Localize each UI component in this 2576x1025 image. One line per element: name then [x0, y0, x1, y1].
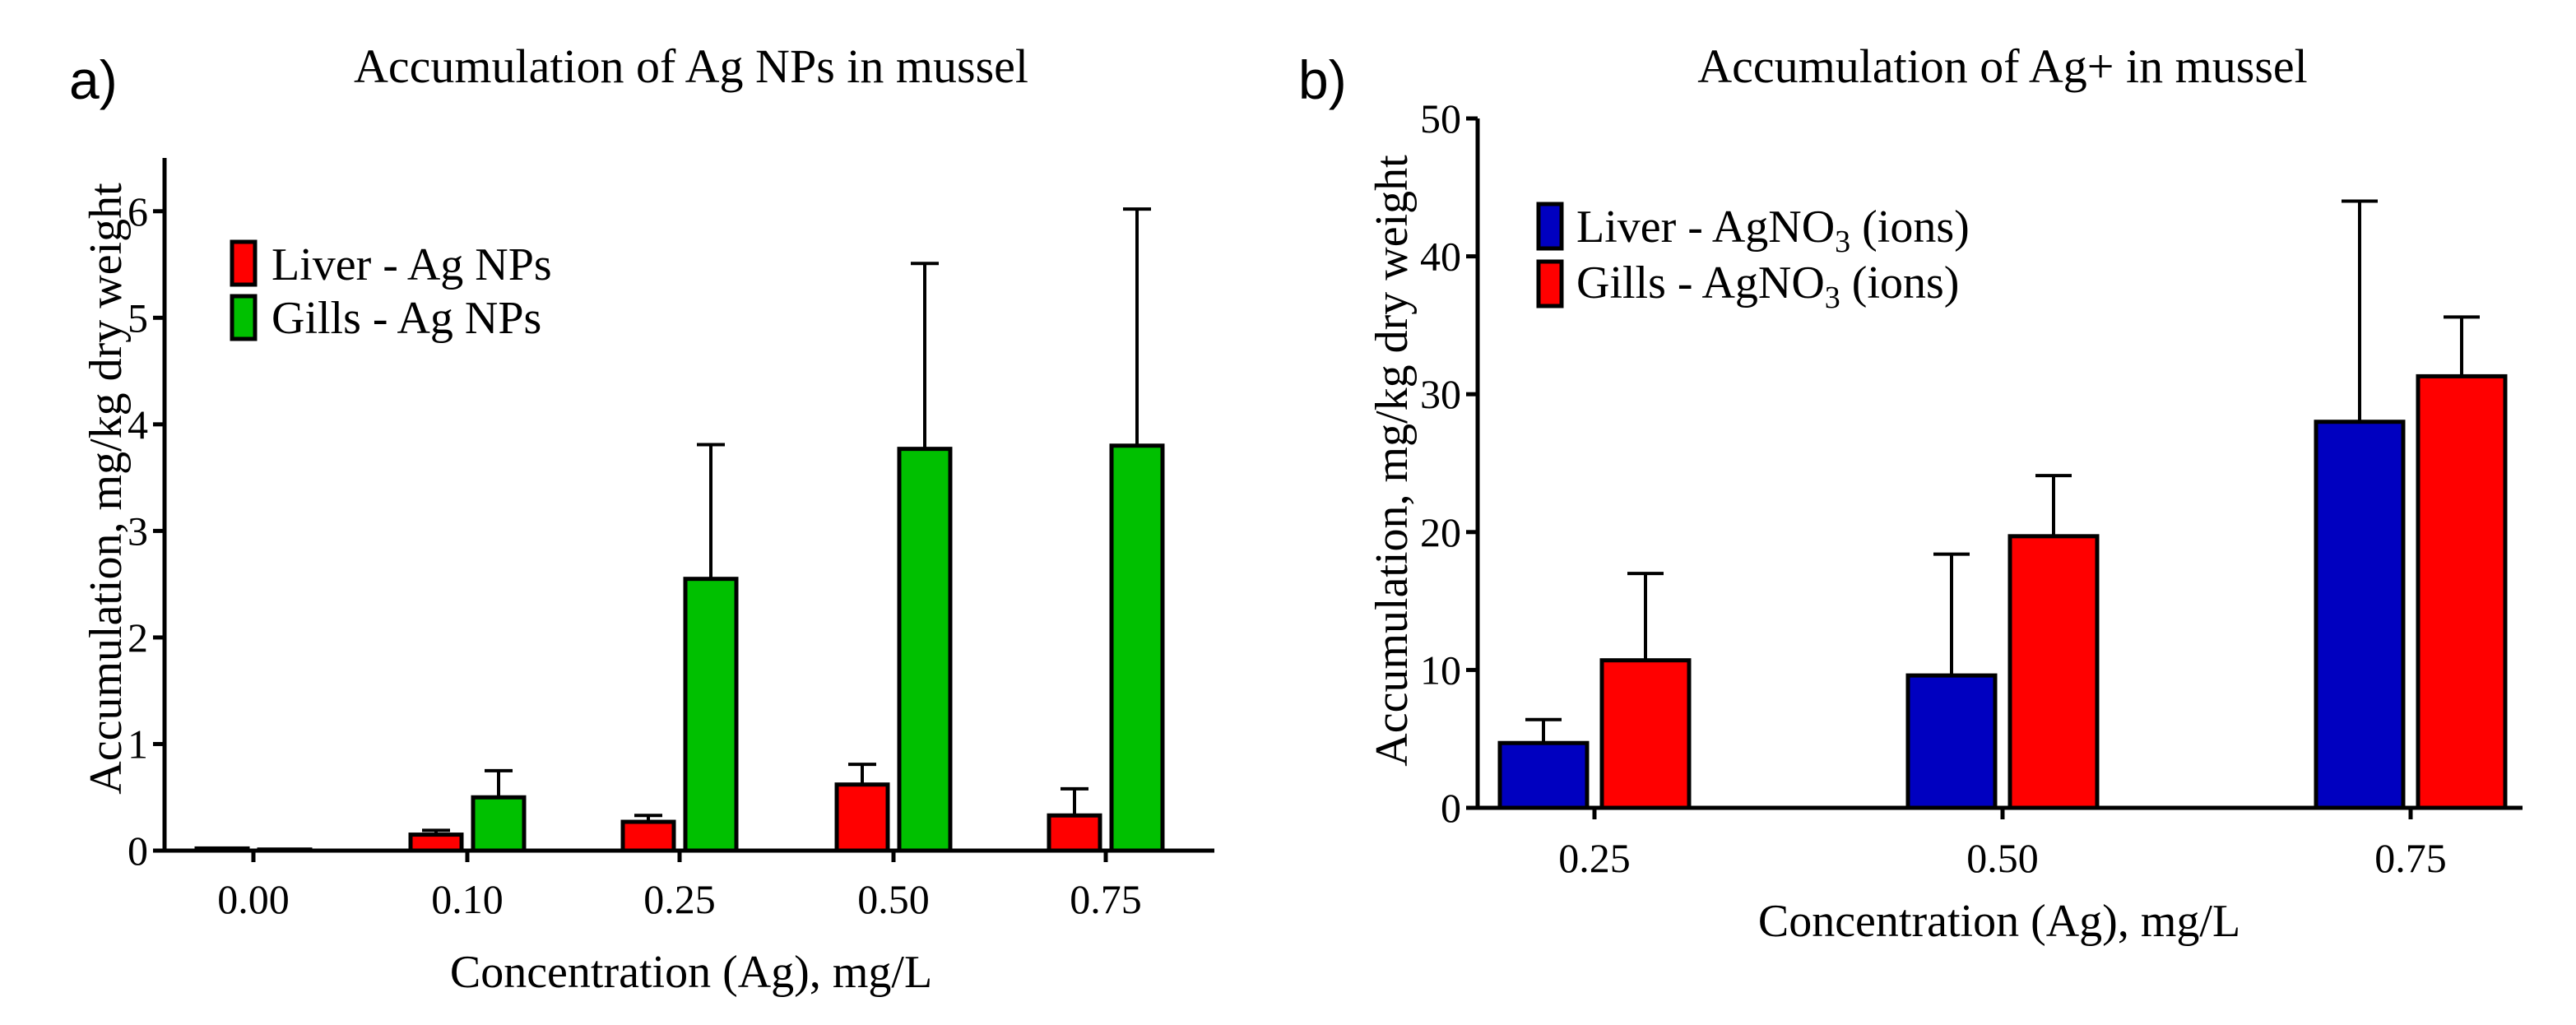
panel-b-bar-gills-agno3-0-25: [1599, 658, 1692, 810]
panel-a-x-tick-label-0-50: 0.50: [857, 876, 930, 922]
panel-a-y-tick-label-0: 0: [128, 828, 148, 874]
panel-a-y-axis-label: Accumulation, mg/kg dry weight: [81, 183, 132, 795]
panel-a-x-tick-label-0-10: 0.10: [431, 876, 504, 922]
panel-a-legend: Liver - Ag NPs Gills - Ag NPs: [230, 239, 552, 344]
legend-label-liver-agno3-suffix: (ions): [1850, 202, 1970, 253]
legend-swatch-gills-agno3: [1536, 259, 1564, 308]
panel-b-bar-liver-agno3-0-50: [1905, 673, 1998, 810]
panel-b-y-axis-label: Accumulation, mg/kg dry weight: [1367, 155, 1418, 767]
panel-b-error-bar-gills-agno3-0-75: [2444, 315, 2480, 377]
panel-b-legend: Liver - AgNO3 (ions) Gills - AgNO3 (ions…: [1536, 202, 1970, 315]
panel-a-y-ticks: 0 1 2 3 4 5 6: [128, 188, 165, 874]
panel-b-y-tick-label-40: 40: [1420, 234, 1461, 280]
panel-a-y-tick-label-2: 2: [128, 615, 148, 661]
panel-a-title: Accumulation of Ag NPs in mussel: [354, 39, 1028, 93]
panel-b-y-ticks: 0 10 20 30 40 50: [1420, 95, 1478, 831]
panel-a-y-tick-label-5: 5: [128, 295, 148, 341]
panel-a-x-tick-label-0-25: 0.25: [643, 876, 716, 922]
panel-a-x-tick-label-0-75: 0.75: [1070, 876, 1142, 922]
panel-a-x-ticks: 0.00 0.10 0.25 0.50 0.75: [217, 851, 1142, 922]
panel-a-label: a): [69, 49, 118, 110]
panel-b-label: b): [1298, 49, 1347, 110]
panel-b-bar-liver-agno3-0-25: [1497, 740, 1590, 810]
panel-a-error-bar-gills-ag-nps-0-25: [697, 443, 725, 579]
legend-label-gills-ag-nps: Gills - Ag NPs: [272, 293, 541, 344]
panel-a-error-bar-liver-ag-nps-0-50: [848, 763, 876, 785]
legend-swatch-liver-ag-nps: [230, 239, 258, 287]
panel-a-y-tick-label-6: 6: [128, 188, 148, 234]
legend-label-gills-agno3-suffix: (ions): [1840, 257, 1960, 308]
panel-b-bar-gills-agno3-0-50: [2007, 534, 2100, 810]
panel-a-bar-gills-ag-nps-0-00: [257, 847, 313, 853]
panel-a-bar-liver-ag-nps-0-10: [408, 833, 464, 853]
panel-a-y-tick-label-4: 4: [128, 401, 148, 448]
panel-a-error-bar-gills-ag-nps-0-10: [485, 768, 513, 798]
panel-b-bar-gills-agno3-0-75: [2416, 373, 2508, 810]
panel-a-error-bar-liver-ag-nps-0-25: [634, 814, 662, 823]
panel-b-y-tick-label-10: 10: [1420, 647, 1461, 693]
legend-label-liver-agno3: Liver - AgNO3 (ions): [1576, 202, 1970, 259]
panel-a-bar-liver-ag-nps-0-25: [620, 819, 676, 853]
panel-b: b) Accumulation of Ag+ in mussel Accumul…: [1298, 39, 2523, 947]
panel-a-error-bar-liver-ag-nps-0-75: [1061, 786, 1088, 816]
legend-label-liver-agno3-main: Liver - AgNO: [1576, 202, 1835, 253]
panel-b-y-tick-label-20: 20: [1420, 509, 1461, 555]
panel-b-x-axis-label: Concentration (Ag), mg/L: [1758, 896, 2240, 947]
panel-b-error-bar-gills-agno3-0-50: [2035, 474, 2072, 536]
panel-a-bar-gills-ag-nps-0-50: [897, 447, 953, 853]
panel-a-x-tick-label-0-00: 0.00: [217, 876, 290, 922]
panel-b-bars: [1497, 373, 2508, 810]
panel-b-x-tick-label-0-25: 0.25: [1558, 835, 1631, 881]
panel-b-bar-liver-agno3-0-75: [2314, 420, 2406, 810]
legend-label-gills-agno3: Gills - AgNO3 (ions): [1576, 257, 1959, 315]
panel-a-error-bar-gills-ag-nps-0-75: [1123, 207, 1151, 446]
panel-b-x-ticks: 0.25 0.50 0.75: [1558, 808, 2447, 881]
legend-label-gills-agno3-main: Gills - AgNO: [1576, 257, 1825, 308]
panel-b-error-bars: [1525, 199, 2480, 744]
panel-a-bar-gills-ag-nps-0-75: [1109, 443, 1165, 853]
panel-b-y-tick-label-30: 30: [1420, 371, 1461, 417]
panel-a-y-tick-label-3: 3: [128, 508, 148, 554]
legend-swatch-gills-ag-nps: [230, 294, 258, 341]
panel-a-error-bar-liver-ag-nps-0-10: [422, 828, 450, 835]
panel-a-error-bars: [422, 207, 1151, 835]
panel-b-error-bar-liver-agno3-0-50: [1933, 552, 1970, 676]
legend-swatch-liver-agno3: [1536, 202, 1564, 251]
panel-b-y-tick-label-50: 50: [1420, 95, 1461, 141]
panel-a-bars: [194, 443, 1165, 853]
legend-label-gills-agno3-sub: 3: [1825, 281, 1840, 315]
panel-a: a) Accumulation of Ag NPs in mussel Accu…: [69, 39, 1214, 998]
panel-a-bar-gills-ag-nps-0-10: [471, 795, 527, 853]
panel-a-x-axis-label: Concentration (Ag), mg/L: [450, 947, 932, 998]
panel-a-y-tick-label-1: 1: [128, 721, 148, 767]
legend-label-liver-agno3-sub: 3: [1835, 225, 1850, 259]
panel-a-error-bar-gills-ag-nps-0-50: [911, 262, 939, 449]
panel-b-error-bar-liver-agno3-0-75: [2342, 199, 2378, 422]
panel-a-bar-liver-ag-nps-0-75: [1047, 813, 1102, 853]
panel-b-error-bar-liver-agno3-0-25: [1525, 717, 1562, 744]
panel-a-bar-liver-ag-nps-0-50: [834, 782, 890, 853]
panel-a-bar-liver-ag-nps-0-00: [194, 846, 250, 853]
panel-b-x-tick-label-0-75: 0.75: [2374, 835, 2447, 881]
panel-b-x-tick-label-0-50: 0.50: [1966, 835, 2039, 881]
panel-a-bar-gills-ag-nps-0-25: [683, 577, 739, 853]
panel-b-error-bar-gills-agno3-0-25: [1627, 572, 1664, 661]
panel-b-y-tick-label-0: 0: [1441, 785, 1461, 831]
panel-b-title: Accumulation of Ag+ in mussel: [1697, 39, 2308, 93]
legend-label-liver-ag-nps: Liver - Ag NPs: [272, 239, 552, 290]
